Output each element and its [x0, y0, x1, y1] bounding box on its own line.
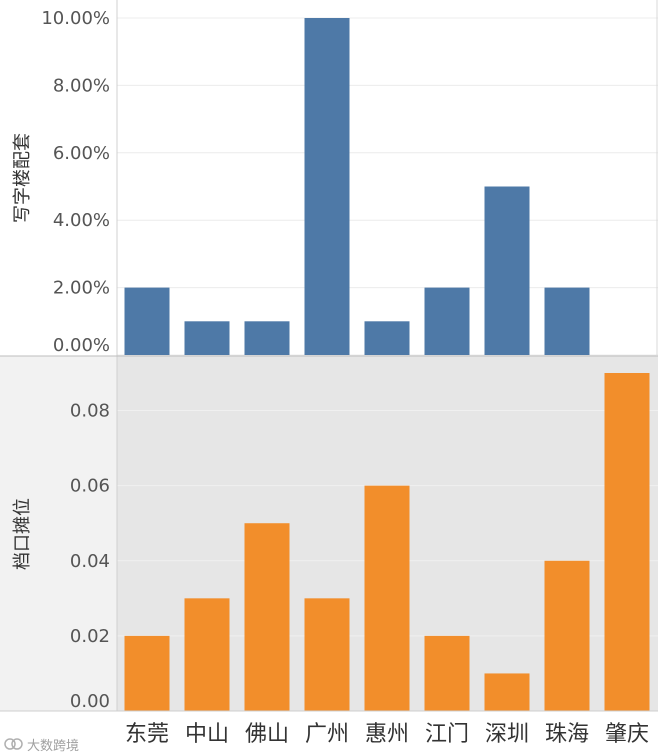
y-tick-label: 0.02 — [70, 626, 110, 647]
bar-广州 — [304, 18, 350, 355]
y-tick-label: 0.00 — [70, 691, 110, 712]
bar-东莞 — [124, 635, 170, 711]
y-tick-label: 0.00% — [53, 335, 110, 356]
y-tick-label: 0.04 — [70, 551, 110, 572]
x-tick-label: 惠州 — [365, 722, 409, 747]
x-tick-label: 深圳 — [485, 722, 529, 747]
bar-珠海 — [544, 560, 590, 711]
x-tick-label: 珠海 — [545, 722, 589, 747]
watermark: 大数跨境 — [4, 734, 104, 754]
x-tick-label: 肇庆 — [605, 722, 649, 747]
bar-江门 — [424, 287, 470, 355]
bar-珠海 — [544, 287, 590, 355]
watermark-text: 大数跨境 — [27, 738, 80, 754]
x-tick-label: 中山 — [185, 722, 229, 747]
y-axis-label: 档口摊位 — [12, 498, 33, 570]
bottom-chart: 0.00 0.02 0.04 0.06 0.08 档口摊位 — [12, 373, 658, 712]
bar-东莞 — [124, 287, 170, 355]
bar-广州 — [304, 598, 350, 711]
bar-中山 — [184, 321, 230, 355]
y-tick-label: 8.00% — [53, 75, 110, 96]
y-tick-label: 0.08 — [70, 401, 110, 422]
bar-肇庆 — [604, 373, 650, 711]
bar-惠州 — [364, 321, 410, 355]
y-tick-label: 6.00% — [53, 143, 110, 164]
bar-深圳 — [484, 673, 530, 711]
bar-江门 — [424, 635, 470, 711]
bar-惠州 — [364, 485, 410, 711]
bar-佛山 — [244, 321, 290, 355]
bottom-panel-axis-bg — [0, 356, 117, 711]
x-tick-label: 佛山 — [245, 722, 289, 747]
y-tick-label: 2.00% — [53, 278, 110, 299]
watermark-logo-icon — [4, 738, 23, 750]
x-tick-label: 江门 — [425, 722, 469, 747]
x-tick-label: 东莞 — [125, 722, 169, 747]
bar-佛山 — [244, 523, 290, 711]
y-tick-label: 0.06 — [70, 476, 110, 497]
y-tick-label: 4.00% — [53, 210, 110, 231]
y-tick-label: 10.00% — [41, 8, 110, 29]
bar-中山 — [184, 598, 230, 711]
bar-深圳 — [484, 186, 530, 355]
y-axis-label: 写字楼配套 — [12, 133, 33, 223]
x-tick-label: 广州 — [305, 722, 349, 747]
top-chart: 0.00% 2.00% 4.00% 6.00% 8.00% 10.00% 写字楼配套 — [12, 8, 658, 356]
